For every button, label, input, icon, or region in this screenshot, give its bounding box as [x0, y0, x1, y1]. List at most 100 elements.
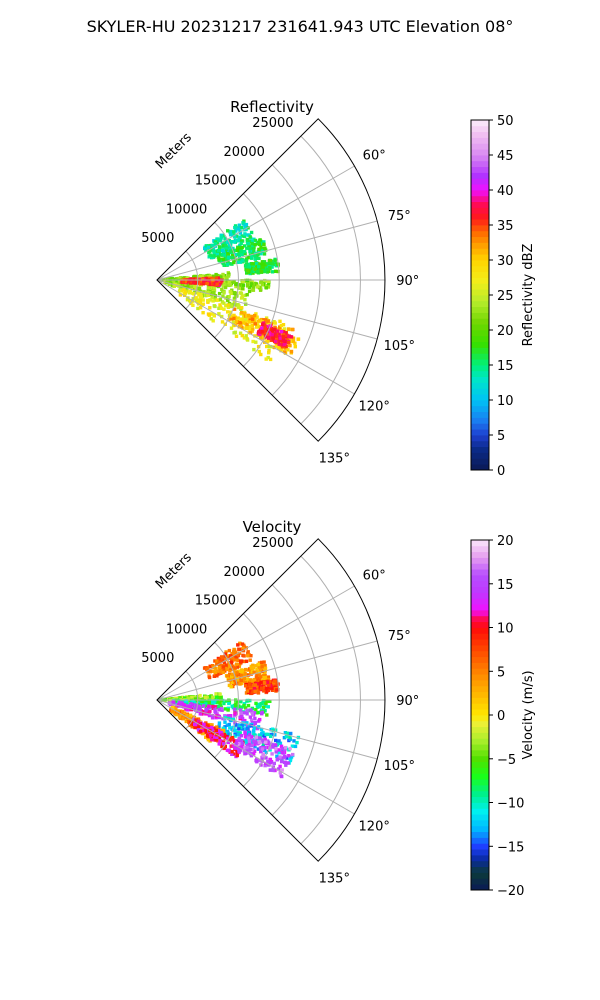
echo-gate — [243, 718, 247, 723]
echo-gate — [198, 280, 202, 284]
echo-gate — [231, 738, 235, 742]
colorbar-segment — [471, 761, 489, 768]
echo-gate — [221, 729, 226, 733]
echo-gate — [234, 334, 239, 338]
echo-gate — [258, 758, 262, 763]
echo-gate — [237, 727, 241, 731]
radial-gridline — [243, 613, 280, 787]
echo-gate — [204, 712, 208, 716]
echo-gate — [246, 280, 250, 285]
echo-gate — [258, 703, 262, 708]
echo-gate — [250, 254, 254, 259]
echo-gate — [204, 708, 208, 712]
echo-gate — [232, 260, 236, 265]
echo-gate — [208, 282, 212, 286]
echo-gate — [258, 667, 263, 671]
echo-gate — [218, 660, 222, 665]
echo-gate — [263, 269, 267, 274]
echo-gate — [248, 331, 253, 335]
echo-gate — [253, 322, 258, 326]
echo-gate — [230, 675, 234, 679]
echo-gate — [215, 237, 219, 241]
echo-gate — [186, 704, 190, 709]
echo-gate — [246, 242, 250, 246]
echo-gate — [219, 742, 224, 746]
colorbar-segment — [471, 236, 489, 243]
echo-gate — [204, 248, 208, 253]
colorbar-segment — [471, 458, 489, 465]
echo-gate — [222, 661, 227, 665]
echo-gate — [235, 248, 240, 252]
echo-gate — [216, 739, 220, 743]
colorbar-segment — [471, 849, 489, 856]
echo-gate — [267, 349, 271, 353]
echo-gate — [227, 749, 232, 753]
echo-gate — [272, 761, 276, 766]
echo-gate — [256, 705, 260, 709]
echo-gate — [244, 739, 248, 743]
echo-gate — [220, 655, 224, 659]
echo-gate — [241, 279, 245, 283]
echo-gate — [280, 341, 285, 345]
echo-gate — [266, 688, 271, 693]
echo-gate — [172, 701, 176, 706]
echo-gate — [224, 243, 228, 248]
echo-gate — [281, 333, 286, 337]
echo-gate — [232, 296, 237, 300]
echo-gate — [225, 723, 229, 727]
echo-gate — [206, 738, 211, 742]
echo-gate — [226, 736, 230, 740]
echo-gate — [232, 230, 236, 234]
echo-gate — [185, 298, 190, 302]
echo-gate — [261, 265, 265, 269]
echo-gate — [269, 338, 274, 342]
echo-gate — [237, 743, 241, 747]
echo-gate — [273, 768, 277, 773]
echo-gate — [260, 260, 265, 264]
echo-gate — [220, 314, 224, 319]
echo-gate — [231, 744, 235, 748]
echo-gate — [265, 713, 269, 717]
echo-gate — [212, 251, 216, 255]
echo-gate — [245, 338, 250, 342]
echo-gate — [245, 699, 249, 703]
echo-gate — [246, 313, 251, 318]
echo-gate — [225, 275, 229, 280]
echo-gate — [227, 272, 231, 276]
radial-tick-label: 5000 — [141, 651, 174, 666]
echo-gate — [173, 699, 178, 703]
echo-gate — [265, 680, 269, 684]
colorbar-segment — [471, 820, 489, 827]
echo-gate — [252, 739, 256, 743]
echo-gate — [209, 274, 213, 278]
echo-gate — [222, 732, 226, 737]
colorbar-segment — [471, 265, 489, 273]
angular-tick-label: 90° — [396, 694, 419, 709]
colorbar-segment — [471, 569, 489, 576]
echo-gate — [262, 260, 267, 264]
echo-gate — [205, 281, 209, 286]
echo-gate — [234, 662, 239, 666]
echo-gate — [238, 324, 243, 328]
radial-gridline — [185, 250, 199, 310]
echo-gate — [218, 303, 222, 307]
echo-gate — [279, 744, 284, 748]
echo-gate — [206, 312, 211, 316]
echo-gate — [222, 701, 226, 706]
echo-gate — [255, 256, 259, 261]
echo-gate — [226, 252, 230, 256]
colorbar-segment — [471, 639, 489, 646]
echo-gate — [230, 752, 234, 756]
echo-gate — [252, 313, 257, 318]
echo-gate — [228, 665, 232, 669]
angular-gridline — [156, 279, 355, 395]
echo-gate — [245, 318, 249, 322]
echo-gate — [228, 726, 232, 730]
echo-gate — [257, 247, 261, 252]
echo-gate — [283, 350, 287, 354]
radial-gridline — [300, 555, 361, 845]
echo-gate — [239, 673, 244, 677]
echo-gate — [259, 701, 263, 706]
echo-gate — [239, 306, 244, 310]
echo-gate — [177, 280, 182, 284]
